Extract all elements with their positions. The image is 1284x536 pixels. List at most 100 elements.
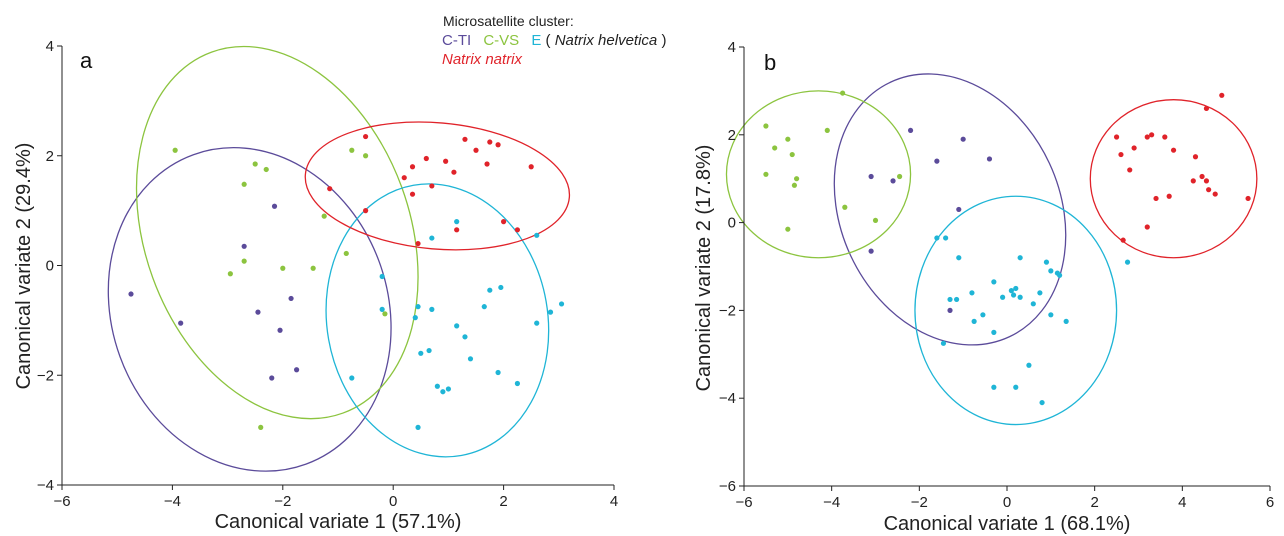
panel-a-point-c-vs — [280, 265, 286, 271]
panel-b-point-e — [1030, 301, 1036, 307]
panel-b-point-c-vs — [794, 176, 800, 182]
panel-a-point-c-ti — [241, 243, 247, 249]
panel-a-point-natrix-natrix — [429, 183, 435, 189]
panel-a-point-natrix-natrix — [409, 164, 416, 170]
panel-a-point-c-vs — [263, 166, 269, 173]
legend-title: Microsatellite cluster: — [443, 13, 574, 29]
panel-a-x-axis-title: Canonical variate 1 (57.1%) — [215, 511, 462, 533]
panel-a-x-tick-label: 2 — [499, 493, 507, 510]
panel-a-point-e — [487, 287, 493, 293]
panel-a-point-e — [415, 424, 421, 430]
panel-b-point-e — [1026, 362, 1032, 368]
legend-helvetica-close: ) — [661, 32, 666, 49]
panel-a-point-natrix-natrix — [401, 175, 407, 181]
panel-a-point-c-vs — [227, 271, 233, 277]
panel-a-y-axis-title: Canonical variate 2 (29.4%) — [13, 143, 35, 390]
panel-b-point-e — [1048, 312, 1054, 318]
panel-b-point-e — [953, 296, 960, 303]
panel-b-point-e — [1037, 290, 1043, 296]
panel-b-point-e — [1010, 292, 1017, 298]
panel-a-point-natrix-natrix — [514, 227, 521, 233]
panel-b-point-e — [1017, 255, 1023, 261]
panel-a-point-natrix-natrix — [363, 208, 369, 214]
panel-b-point-e — [934, 235, 940, 241]
panel-b-point-natrix-natrix — [1219, 92, 1225, 98]
panel-a-point-natrix-natrix — [327, 186, 333, 192]
panel-a-point-e — [495, 369, 501, 376]
panel-a-point-c-ti — [269, 375, 275, 381]
panel-b-point-natrix-natrix — [1127, 167, 1133, 173]
panel-b-x-tick-label: 6 — [1266, 494, 1274, 511]
panel-b-y-tick-label: −2 — [719, 302, 736, 319]
panel-b-ellipse-e — [914, 195, 1118, 426]
panel-a-point-natrix-natrix — [363, 133, 369, 140]
panel-b-y-axis-title: Canonical variate 2 (17.8%) — [693, 145, 715, 392]
panel-b-point-natrix-natrix — [1120, 237, 1126, 243]
panel-b-point-c-vs — [842, 204, 848, 210]
panel-a-y-tick-label: 2 — [46, 148, 54, 165]
panel-a-point-e — [429, 306, 435, 312]
panel-a-ellipses — [107, 45, 571, 472]
panel-b-point-e — [1124, 259, 1131, 265]
panel-a-point-e — [426, 347, 432, 354]
legend-item-c-vs: C-VS — [483, 32, 519, 49]
panel-a-point-c-ti — [128, 291, 134, 297]
panel-a-point-natrix-natrix — [462, 136, 468, 142]
panel-b-point-e — [991, 279, 997, 285]
panel-b-point-e — [1043, 259, 1050, 265]
panel-a-x-tick-label: 4 — [610, 493, 618, 510]
panel-b-point-e — [956, 255, 962, 261]
panel-a-point-c-vs — [252, 161, 258, 167]
panel-b-point-natrix-natrix — [1113, 134, 1120, 140]
panel-b-y-tick-label: −4 — [719, 390, 736, 407]
panel-a-y-tick-label: −4 — [37, 477, 54, 494]
panel-a-point-e — [534, 232, 540, 238]
panel-b-point-natrix-natrix — [1162, 134, 1168, 140]
panel-a-x-tick-label: −2 — [274, 493, 291, 510]
panel-b-point-c-vs — [791, 182, 798, 188]
panel-b-x-tick-label: −4 — [823, 494, 840, 511]
panel-b-point-e — [1013, 384, 1019, 390]
panel-a-point-natrix-natrix — [409, 191, 416, 197]
panel-a-point-e — [379, 273, 385, 280]
panel-b-y-tick-label: 4 — [728, 39, 736, 56]
panel-a-point-e — [547, 309, 554, 315]
panel-a-point-natrix-natrix — [495, 142, 501, 148]
panel-a-letter: a — [80, 48, 93, 73]
panel-b-y-tick-label: −6 — [719, 478, 736, 495]
panel-b-point-c-ti — [868, 173, 874, 180]
panel-a-point-natrix-natrix — [454, 227, 460, 233]
panel-a-point-e — [418, 350, 424, 356]
panel-a-ellipse-c-vs — [135, 45, 419, 420]
panel-a-point-c-ti — [178, 320, 184, 326]
panel-b-point-natrix-natrix — [1199, 173, 1205, 180]
panel-b-point-e — [1039, 399, 1045, 406]
panel-a-y-tick-label: 0 — [46, 258, 54, 275]
panel-a-y-tick-label: −2 — [37, 367, 54, 384]
panel-a-point-c-vs — [310, 265, 316, 271]
panel-b-x-tick-label: 4 — [1178, 494, 1186, 511]
panel-b-point-natrix-natrix — [1166, 193, 1172, 199]
panel-a-point-e — [462, 334, 468, 340]
panel-b-point-e — [940, 340, 947, 346]
panel-a-x-tick-label: −6 — [53, 493, 70, 510]
panel-a-point-natrix-natrix — [528, 164, 534, 170]
panel-a-point-c-vs — [241, 181, 247, 187]
panel-b-x-tick-label: −6 — [735, 494, 752, 511]
panel-b-point-natrix-natrix — [1144, 134, 1150, 140]
panel-a-point-c-vs — [172, 147, 178, 153]
panel-a-point-c-vs — [258, 424, 264, 430]
panel-b-point-natrix-natrix — [1170, 147, 1177, 153]
panel-b-point-c-vs — [785, 136, 791, 142]
panel-a-points — [128, 133, 565, 430]
panel-a-point-natrix-natrix — [423, 155, 429, 162]
panel-b-point-e — [991, 329, 997, 335]
panel-b-point-e — [1048, 268, 1054, 274]
legend-item-natrix-natrix: Natrix natrix — [442, 51, 523, 68]
panel-a-x-tick-label: −4 — [164, 493, 181, 510]
panel-b-point-natrix-natrix — [1149, 132, 1155, 138]
panel-b-point-natrix-natrix — [1245, 195, 1251, 202]
panel-a-point-natrix-natrix — [415, 240, 421, 247]
panel-b-point-e — [980, 312, 986, 318]
